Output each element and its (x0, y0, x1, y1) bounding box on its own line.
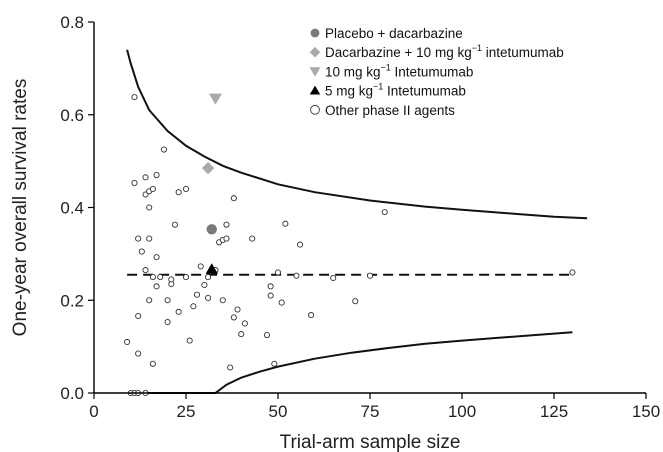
data-point (164, 297, 171, 304)
data-point (381, 209, 388, 216)
data-point (146, 235, 153, 242)
data-point (201, 161, 215, 175)
data-point (206, 224, 217, 235)
data-point (153, 171, 160, 179)
data-point (366, 272, 374, 279)
data-point (263, 331, 271, 339)
x-axis-label: Trial-arm sample size (280, 432, 461, 452)
data-point (131, 179, 138, 186)
y-axis-label: One-year overall survival rates (10, 79, 31, 337)
y-axis: 0.0 0.2 0.4 0.6 0.8 (60, 13, 95, 403)
data-point (230, 195, 237, 202)
data-point (135, 350, 142, 357)
data-point (149, 274, 156, 281)
lower-limit-curve (145, 331, 573, 394)
data-point (175, 308, 182, 315)
data-point (238, 331, 245, 338)
data-point (208, 93, 222, 105)
legend-entry: 5 mg kg−1 Intetumumab (325, 82, 466, 99)
data-point (175, 189, 182, 196)
x-tick-label: 100 (448, 402, 476, 421)
data-point (219, 297, 226, 304)
x-tick-label: 75 (361, 402, 380, 421)
data-point (267, 283, 274, 290)
data-point (205, 263, 218, 274)
data-point (297, 241, 304, 248)
y-tick-label: 0.6 (60, 106, 84, 125)
legend-marker (309, 46, 321, 58)
data-point (308, 312, 315, 319)
x-tick-label: 0 (89, 402, 98, 421)
y-tick-label: 0.8 (60, 13, 84, 32)
legend-entry: Dacarbazine + 10 mg kg−1 intetumumab (325, 43, 564, 60)
data-point (149, 185, 156, 192)
upper-limit-curve (126, 49, 588, 220)
legend-entry: Placebo + dacarbazine (325, 26, 463, 41)
data-point (227, 364, 234, 371)
data-point (135, 312, 142, 320)
data-point (146, 297, 153, 304)
data-point (330, 274, 337, 282)
legend-entry: Other phase II agents (325, 103, 455, 118)
x-tick-label: 25 (177, 402, 196, 421)
data-point (193, 291, 201, 298)
data-point (138, 248, 145, 255)
data-point (271, 360, 278, 367)
x-tick-label: 125 (540, 402, 568, 421)
data-point (223, 235, 230, 242)
data-point (142, 174, 149, 181)
data-point (157, 274, 164, 281)
y-tick-label: 0.2 (60, 291, 84, 310)
data-point (142, 191, 149, 198)
data-point (234, 306, 241, 313)
y-tick-label: 0.4 (60, 199, 84, 218)
data-point (201, 281, 208, 288)
data-point (186, 337, 193, 344)
data-point (182, 185, 190, 192)
data-point (230, 314, 237, 321)
data-point (293, 272, 300, 279)
data-point (278, 299, 285, 306)
data-point (171, 221, 179, 228)
legend-marker (309, 67, 321, 77)
data-point (352, 298, 359, 305)
data-point (160, 146, 167, 153)
data-point (135, 235, 142, 242)
legend-marker (310, 104, 320, 115)
plot-area (124, 49, 588, 397)
data-point (241, 320, 248, 327)
x-tick-label: 50 (269, 402, 288, 421)
data-point (142, 267, 149, 274)
data-point (153, 283, 160, 290)
data-point (190, 303, 197, 310)
legend: Placebo + dacarbazine Dacarbazine + 10 mg… (309, 26, 564, 118)
data-point (153, 254, 160, 261)
legend-marker (309, 85, 321, 95)
x-tick-label: 150 (632, 402, 660, 421)
legend-marker (310, 28, 320, 38)
data-point (249, 235, 256, 242)
data-point (149, 360, 156, 367)
data-point (146, 204, 153, 211)
data-point (197, 263, 204, 270)
data-point (205, 274, 212, 281)
data-point (274, 269, 282, 276)
data-point (124, 338, 131, 346)
x-axis: 0 25 50 75 100 125 150 (89, 392, 660, 421)
data-point (131, 94, 138, 101)
data-point (164, 318, 171, 326)
data-point (223, 221, 230, 228)
data-point (205, 294, 212, 301)
data-point (282, 220, 289, 227)
data-point (182, 274, 190, 281)
data-point (569, 269, 576, 276)
legend-entry: 10 mg kg−1 Intetumumab (325, 62, 473, 79)
data-point (168, 276, 175, 283)
y-tick-label: 0.0 (60, 384, 84, 403)
data-point (267, 292, 274, 299)
